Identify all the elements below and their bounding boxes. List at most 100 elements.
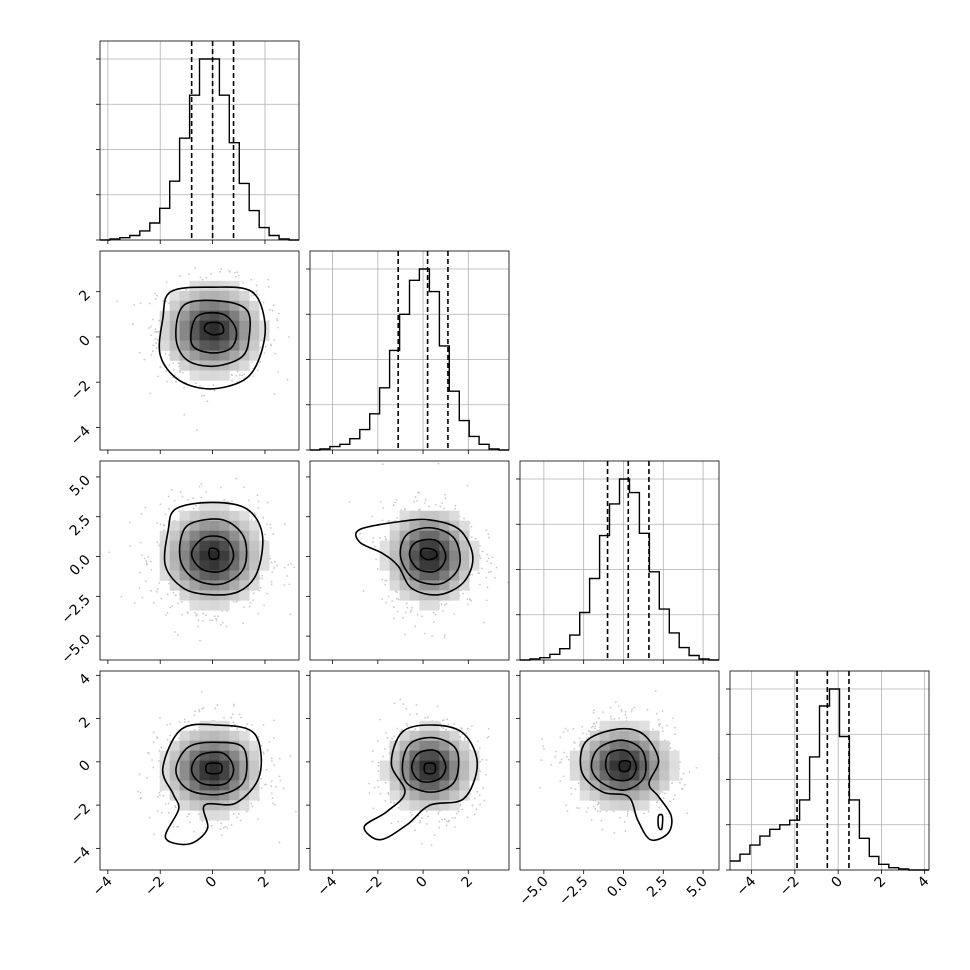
density-cell	[159, 320, 170, 331]
sample-point	[243, 373, 246, 376]
sample-point	[271, 309, 274, 312]
density-cell	[219, 760, 230, 771]
sample-point	[246, 723, 249, 726]
density-cell	[229, 360, 240, 371]
sample-point	[381, 598, 384, 600]
sample-point	[288, 583, 291, 586]
density-cell	[209, 520, 220, 531]
sample-point	[148, 327, 150, 329]
sample-point	[270, 561, 273, 564]
density-cell	[189, 790, 200, 801]
density-cell	[209, 740, 220, 751]
density-cell	[169, 740, 180, 751]
density-cell	[219, 730, 230, 741]
sample-point	[488, 536, 491, 539]
density-cell	[219, 740, 230, 751]
sample-point	[259, 586, 262, 589]
sample-point	[277, 326, 280, 329]
sample-point	[194, 611, 197, 614]
density-cell	[179, 730, 190, 741]
sample-point	[384, 748, 386, 750]
sample-point	[269, 526, 272, 529]
sample-point	[479, 583, 481, 586]
density-cell	[179, 350, 190, 361]
sample-point	[164, 803, 167, 805]
density-cell	[229, 280, 240, 292]
sample-point	[249, 602, 252, 604]
density-cell	[439, 770, 450, 781]
sample-point	[469, 792, 472, 795]
sample-point	[434, 613, 437, 616]
sample-point	[272, 304, 275, 307]
sample-point	[172, 362, 175, 365]
sample-point	[444, 497, 447, 500]
density-cell	[179, 750, 190, 761]
density-cell	[429, 560, 440, 571]
sample-point	[225, 625, 228, 628]
density-cell	[419, 570, 430, 581]
density-cell	[379, 540, 390, 551]
sample-point	[423, 502, 426, 504]
density-cell	[169, 290, 180, 302]
sample-point	[481, 758, 484, 761]
sample-point	[156, 590, 158, 593]
density-cell	[209, 720, 220, 731]
density-cell	[389, 550, 400, 561]
panel-content	[108, 477, 296, 642]
density-cell	[389, 560, 400, 571]
density-cell	[179, 560, 190, 571]
sample-point	[481, 550, 484, 553]
sample-point	[437, 462, 440, 465]
pair-panel-3	[99, 670, 300, 871]
sample-point	[476, 790, 479, 793]
density-cell	[189, 280, 200, 292]
density-cell	[239, 540, 250, 551]
sample-point	[215, 619, 218, 622]
density-cell	[219, 570, 230, 581]
sample-point	[377, 764, 380, 767]
sample-point	[459, 735, 462, 738]
density-cell	[249, 340, 260, 351]
density-cell	[179, 510, 190, 521]
density-cell	[239, 340, 250, 351]
sample-point	[172, 825, 175, 828]
density-cell	[449, 750, 460, 761]
density-cell	[239, 350, 250, 361]
sample-point	[400, 509, 403, 511]
sample-point	[385, 731, 387, 734]
sample-point	[271, 797, 274, 800]
contour-line	[189, 311, 238, 354]
sample-point	[179, 491, 182, 494]
sample-point	[393, 606, 395, 608]
panel-frame	[99, 670, 300, 871]
sample-point	[416, 499, 419, 502]
density-cell	[399, 560, 410, 571]
pair-panel-1	[99, 460, 300, 661]
sample-point	[368, 782, 370, 785]
sample-point	[239, 819, 242, 822]
density-cell	[239, 550, 250, 561]
sample-point	[278, 841, 281, 844]
sample-point	[155, 330, 158, 333]
density-cell	[399, 780, 410, 791]
sample-point	[470, 725, 473, 728]
density-cell	[439, 570, 450, 581]
sample-point	[453, 722, 456, 725]
density-cell	[219, 360, 230, 371]
sample-point	[162, 299, 165, 302]
sample-point	[486, 737, 489, 739]
sample-point	[424, 632, 427, 635]
sample-point	[417, 814, 420, 817]
sample-point	[150, 589, 152, 592]
density-cell	[449, 540, 460, 551]
density-cell	[409, 750, 420, 761]
density-cell	[229, 800, 240, 811]
sample-point	[662, 797, 665, 800]
density-cell	[189, 360, 200, 371]
density-cell	[179, 580, 190, 591]
sample-point	[474, 537, 477, 540]
contour-line	[190, 535, 235, 573]
density-cell	[409, 800, 420, 811]
sample-point	[466, 484, 469, 487]
density-cell	[379, 760, 390, 771]
